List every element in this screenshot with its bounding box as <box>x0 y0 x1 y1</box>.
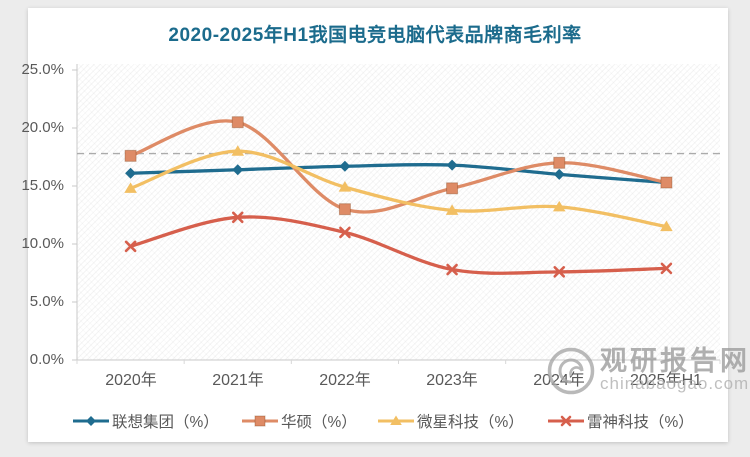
x-axis-label: 2024年 <box>533 372 585 389</box>
y-axis-label: 25.0% <box>21 61 64 78</box>
legend-item-asus: 华硕（%） <box>242 409 357 433</box>
chart-legend: 联想集团（%） 华硕（%） 微星科技（%） 雷神科技（%） <box>0 409 750 433</box>
asus-series-marker-icon <box>242 414 278 428</box>
legend-item-msi: 微星科技（%） <box>378 409 524 433</box>
y-axis-label: 0.0% <box>29 351 64 368</box>
legend-label: 微星科技（%） <box>417 414 524 431</box>
legend-label: 华硕（%） <box>281 414 357 431</box>
y-axis-label: 10.0% <box>21 235 64 252</box>
watermark-site: chinabaogao.com <box>600 374 750 393</box>
legend-label: 雷神科技（%） <box>587 414 694 431</box>
legend-item-lenovo: 联想集团（%） <box>73 409 219 433</box>
y-axis-label: 5.0% <box>29 293 64 310</box>
x-axis-label: 2025年H1 <box>629 372 703 389</box>
y-axis-label: 15.0% <box>21 177 64 194</box>
x-axis-label: 2022年 <box>319 372 371 389</box>
x-axis-label: 2021年 <box>212 372 264 389</box>
legend-label: 联想集团（%） <box>112 414 219 431</box>
y-axis-label: 20.0% <box>21 119 64 136</box>
x-axis-label: 2023年 <box>426 372 478 389</box>
thunderobot-series-marker-icon <box>548 414 584 428</box>
chart-title: 2020-2025年H1我国电竞电脑代表品牌商毛利率 <box>168 25 582 46</box>
watermark-swirl-logo-icon <box>547 347 595 395</box>
watermark-brand: 观研报告网 <box>600 346 750 376</box>
watermark-text: 观研报告网 chinabaogao.com <box>600 346 750 393</box>
legend-item-thunderobot: 雷神科技（%） <box>548 409 694 433</box>
plot-area-background <box>77 64 720 360</box>
msi-series-marker-icon <box>378 414 414 428</box>
lenovo-series-marker-icon <box>73 414 109 428</box>
x-axis-label: 2020年 <box>105 372 157 389</box>
watermark: 观研报告网 chinabaogao.com <box>546 346 750 396</box>
